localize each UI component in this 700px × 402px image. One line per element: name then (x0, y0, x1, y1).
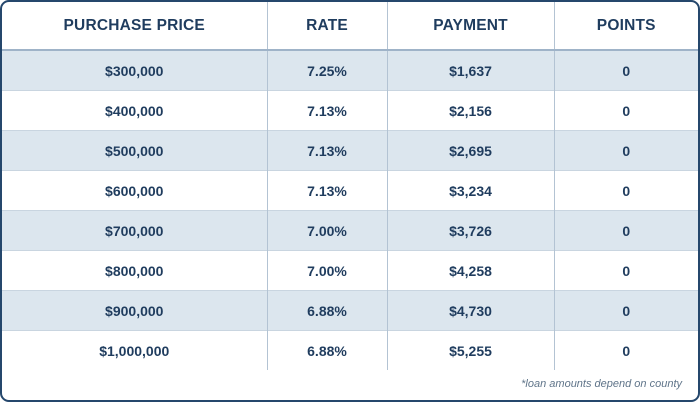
footnote: *loan amounts depend on county (521, 378, 682, 390)
cell-points: 0 (553, 50, 698, 91)
cell-payment: $3,726 (386, 210, 554, 251)
cell-purchase-price: $400,000 (2, 90, 267, 131)
cell-purchase-price: $900,000 (2, 290, 267, 331)
cell-rate: 7.13% (266, 170, 387, 211)
cell-rate: 6.88% (266, 330, 387, 370)
rates-table: PURCHASE PRICE RATE PAYMENT POINTS $300,… (2, 2, 698, 370)
cell-payment: $4,730 (386, 290, 554, 331)
header-points: POINTS (553, 2, 698, 51)
cell-payment: $2,156 (386, 90, 554, 131)
table-row: $1,000,000 6.88% $5,255 0 (2, 330, 698, 370)
cell-points: 0 (553, 210, 698, 251)
cell-points: 0 (553, 250, 698, 291)
cell-rate: 7.13% (266, 90, 387, 131)
table-row: $600,000 7.13% $3,234 0 (2, 170, 698, 211)
cell-purchase-price: $700,000 (2, 210, 267, 251)
cell-purchase-price: $500,000 (2, 130, 267, 171)
cell-purchase-price: $1,000,000 (2, 330, 267, 370)
cell-points: 0 (553, 330, 698, 370)
cell-rate: 7.13% (266, 130, 387, 171)
cell-payment: $1,637 (386, 50, 554, 91)
cell-rate: 7.00% (266, 210, 387, 251)
table-row: $900,000 6.88% $4,730 0 (2, 290, 698, 331)
cell-points: 0 (553, 130, 698, 171)
table-row: $400,000 7.13% $2,156 0 (2, 90, 698, 131)
cell-purchase-price: $600,000 (2, 170, 267, 211)
cell-rate: 6.88% (266, 290, 387, 331)
cell-payment: $2,695 (386, 130, 554, 171)
cell-points: 0 (553, 170, 698, 211)
table-body: $300,000 7.25% $1,637 0 $400,000 7.13% $… (2, 50, 698, 370)
cell-points: 0 (553, 90, 698, 131)
table-row: $700,000 7.00% $3,726 0 (2, 210, 698, 251)
header-payment: PAYMENT (386, 2, 554, 51)
header-row: PURCHASE PRICE RATE PAYMENT POINTS (2, 2, 698, 51)
cell-payment: $3,234 (386, 170, 554, 211)
header-rate: RATE (266, 2, 387, 51)
header-purchase-price: PURCHASE PRICE (2, 2, 267, 51)
cell-rate: 7.25% (266, 50, 387, 91)
table-row: $800,000 7.00% $4,258 0 (2, 250, 698, 291)
cell-purchase-price: $300,000 (2, 50, 267, 91)
cell-points: 0 (553, 290, 698, 331)
cell-payment: $4,258 (386, 250, 554, 291)
cell-payment: $5,255 (386, 330, 554, 370)
table-row: $300,000 7.25% $1,637 0 (2, 50, 698, 91)
cell-purchase-price: $800,000 (2, 250, 267, 291)
table-header: PURCHASE PRICE RATE PAYMENT POINTS (2, 2, 698, 51)
cell-rate: 7.00% (266, 250, 387, 291)
table-row: $500,000 7.13% $2,695 0 (2, 130, 698, 171)
